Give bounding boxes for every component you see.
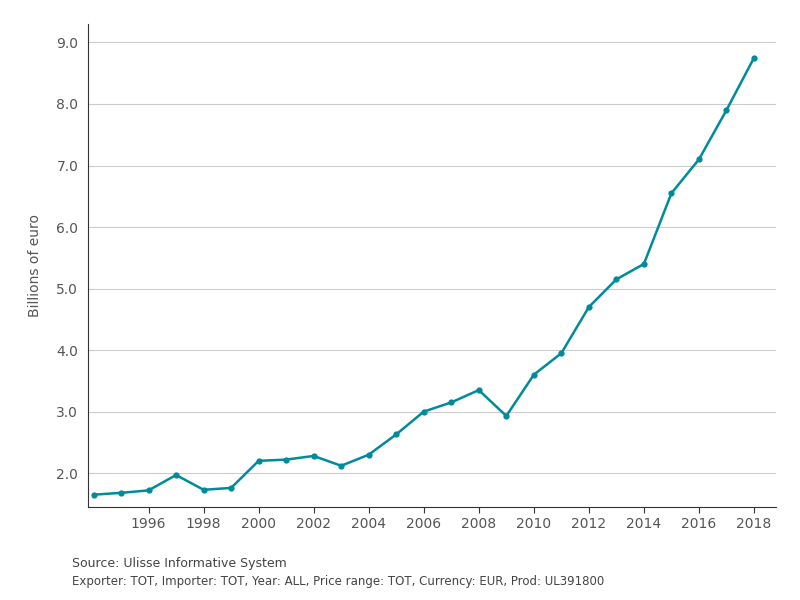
Text: Source: Ulisse Informative System: Source: Ulisse Informative System (72, 557, 286, 570)
Y-axis label: Billions of euro: Billions of euro (28, 214, 42, 317)
Text: Exporter: TOT, Importer: TOT, Year: ALL, Price range: TOT, Currency: EUR, Prod: : Exporter: TOT, Importer: TOT, Year: ALL,… (72, 575, 604, 588)
